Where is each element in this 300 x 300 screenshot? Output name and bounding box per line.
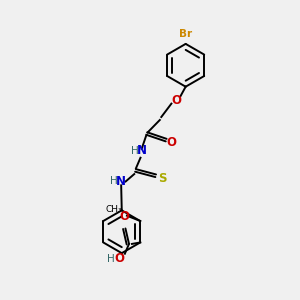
Text: S: S — [158, 172, 166, 185]
Text: O: O — [115, 252, 124, 265]
Text: H: H — [110, 176, 118, 186]
Text: H: H — [107, 254, 115, 264]
Text: N: N — [116, 175, 126, 188]
Text: O: O — [171, 94, 181, 106]
Text: O: O — [119, 210, 129, 223]
Text: O: O — [167, 136, 177, 149]
Text: N: N — [137, 144, 147, 158]
Text: Br: Br — [179, 28, 192, 38]
Text: CH₃: CH₃ — [106, 205, 122, 214]
Text: H: H — [131, 146, 139, 156]
